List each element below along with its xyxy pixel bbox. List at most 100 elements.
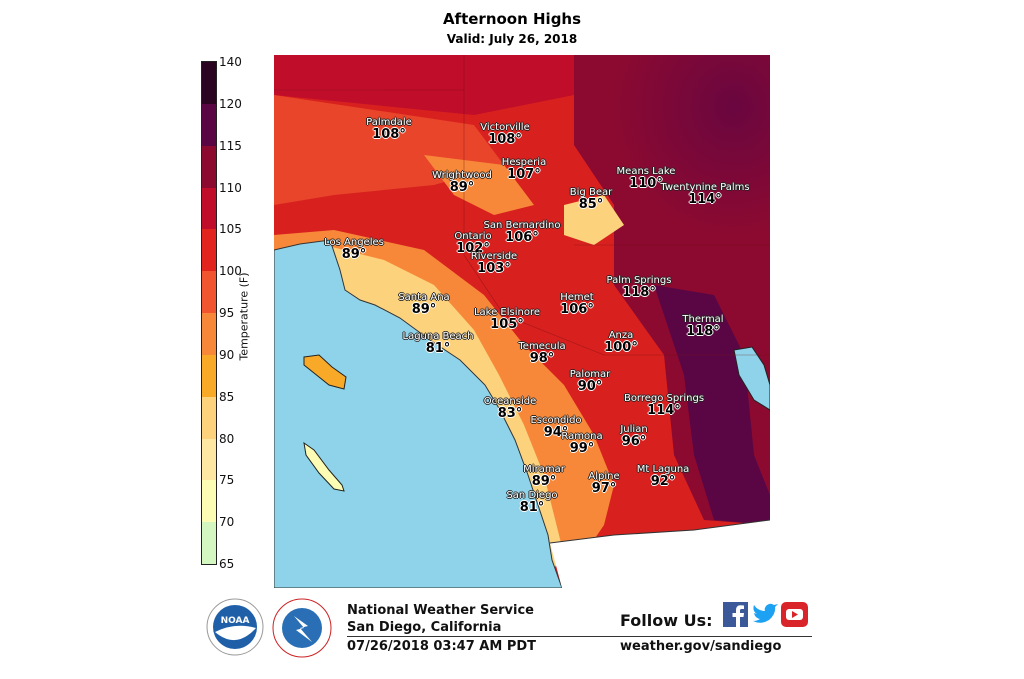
- follow-us-label: Follow Us:: [620, 611, 713, 630]
- city-temperature: 89°: [531, 474, 557, 489]
- city-temperature: 108°: [488, 132, 522, 147]
- city-temperature: 90°: [577, 379, 603, 394]
- colorbar-label: Temperature (F): [237, 272, 251, 361]
- city-label: Palmdale 108°: [366, 117, 412, 141]
- city-label: Julian 96°: [620, 424, 647, 448]
- colorbar-tick: 80: [219, 431, 235, 446]
- colorbar-tick: 85: [219, 389, 235, 404]
- city-label: Escondido 94°: [530, 415, 581, 439]
- city-label: Palomar 90°: [570, 369, 611, 393]
- city-temperature: 99°: [569, 441, 595, 456]
- city-name: Los Angeles: [324, 237, 384, 248]
- colorbar-bin: [202, 271, 216, 314]
- city-label: Temecula 98°: [518, 341, 565, 365]
- city-temperature: 94°: [543, 425, 569, 440]
- city-name: Borrego Springs: [623, 393, 705, 404]
- city-name: Thermal: [682, 314, 724, 325]
- city-temperature: 106°: [505, 230, 539, 245]
- colorbar-bin: [202, 103, 216, 147]
- website-link[interactable]: weather.gov/sandiego: [620, 639, 782, 654]
- city-temperature: 114°: [688, 192, 722, 207]
- city-label: Hemet 106°: [560, 292, 594, 316]
- city-name: Ontario: [454, 231, 492, 242]
- zone-coachella: [654, 285, 770, 525]
- city-label: San Bernardino 106°: [484, 220, 561, 244]
- colorbar: [201, 61, 217, 565]
- catalina-island: [303, 354, 347, 390]
- city-name: Palomar: [569, 369, 611, 380]
- city-name: Ramona: [561, 431, 603, 442]
- colorbar-tick: 95: [219, 306, 235, 320]
- facebook-icon[interactable]: [723, 602, 748, 627]
- city-temperature: 108°: [372, 127, 406, 142]
- city-name: Twentynine Palms: [660, 182, 750, 193]
- city-name: Palm Springs: [606, 275, 672, 286]
- city-temperature: 102°: [456, 241, 490, 256]
- city-temperature: 92°: [650, 474, 676, 489]
- city-name: Means Lake: [616, 166, 676, 177]
- footer-divider: [347, 636, 812, 637]
- city-temperature: 114°: [647, 403, 681, 418]
- colorbar-tick: 90: [219, 347, 235, 362]
- city-temperature: 100°: [604, 340, 638, 355]
- colorbar-tick: 115: [219, 138, 242, 153]
- county-lines: [274, 55, 770, 356]
- footer-issued: 07/26/2018 03:47 AM PDT: [347, 639, 537, 654]
- colorbar-bin: [202, 62, 216, 105]
- city-label: Ramona 99°: [561, 431, 602, 455]
- city-name: Laguna Beach: [402, 331, 474, 342]
- colorbar-bin: [202, 438, 216, 481]
- city-temperature: 118°: [622, 285, 656, 300]
- colorbar-bin: [202, 354, 216, 398]
- mexico-area: [550, 520, 770, 588]
- map-title: Afternoon Highs: [442, 10, 582, 28]
- colorbar-tick: 65: [219, 557, 235, 571]
- city-name: Miramar: [523, 464, 565, 475]
- city-name: Alpine: [588, 471, 620, 482]
- city-name: San Diego: [506, 490, 558, 501]
- city-name: San Bernardino: [483, 220, 561, 231]
- city-temperature: 105°: [490, 317, 524, 332]
- city-name: Palmdale: [366, 117, 412, 128]
- colorbar-tick: 140: [219, 55, 242, 69]
- city-name: Wrightwood: [432, 170, 492, 181]
- city-name: Victorville: [480, 122, 530, 133]
- city-label: Ontario 102°: [454, 231, 491, 255]
- city-temperature: 118°: [686, 324, 720, 339]
- footer-office: San Diego, California: [347, 620, 502, 635]
- colorbar-tick: 110: [219, 180, 242, 195]
- twitter-icon[interactable]: [751, 603, 779, 627]
- city-temperature: 107°: [507, 167, 541, 182]
- city-temperature: 81°: [519, 500, 545, 515]
- san-clemente-island: [303, 441, 345, 492]
- city-label: Wrightwood 89°: [432, 170, 492, 194]
- colorbar-bin: [202, 145, 216, 188]
- city-name: Julian: [620, 424, 648, 435]
- nws-logo: [272, 598, 332, 658]
- colorbar-bin: [202, 396, 216, 439]
- noaa-logo: NOAA: [206, 598, 264, 656]
- city-temperature: 83°: [497, 406, 523, 421]
- city-name: Temecula: [518, 341, 566, 352]
- city-label: Palm Springs 118°: [607, 275, 672, 299]
- city-name: Anza: [608, 330, 634, 341]
- city-temperature: 103°: [477, 261, 511, 276]
- colorbar-tick: 75: [219, 473, 235, 488]
- city-label: Santa Ana 89°: [398, 292, 449, 316]
- colorbar-tick: 70: [219, 515, 235, 530]
- zone-mountains: [564, 195, 624, 245]
- city-name: Oceanside: [483, 396, 537, 407]
- city-label: Hesperia 107°: [502, 157, 546, 181]
- temperature-map: [274, 55, 770, 588]
- city-temperature: 89°: [411, 302, 437, 317]
- city-name: Escondido: [530, 415, 582, 426]
- city-name: Lake Elsinore: [473, 307, 541, 318]
- colorbar-bin: [202, 313, 216, 356]
- city-label: Oceanside 83°: [484, 396, 536, 420]
- zone-north: [274, 55, 574, 115]
- colorbar-bin: [202, 187, 216, 230]
- youtube-icon[interactable]: [781, 602, 808, 627]
- city-label: Means Lake 110°: [617, 166, 676, 190]
- colorbar-tick: 105: [219, 222, 242, 237]
- colorbar-tick: 120: [219, 96, 242, 111]
